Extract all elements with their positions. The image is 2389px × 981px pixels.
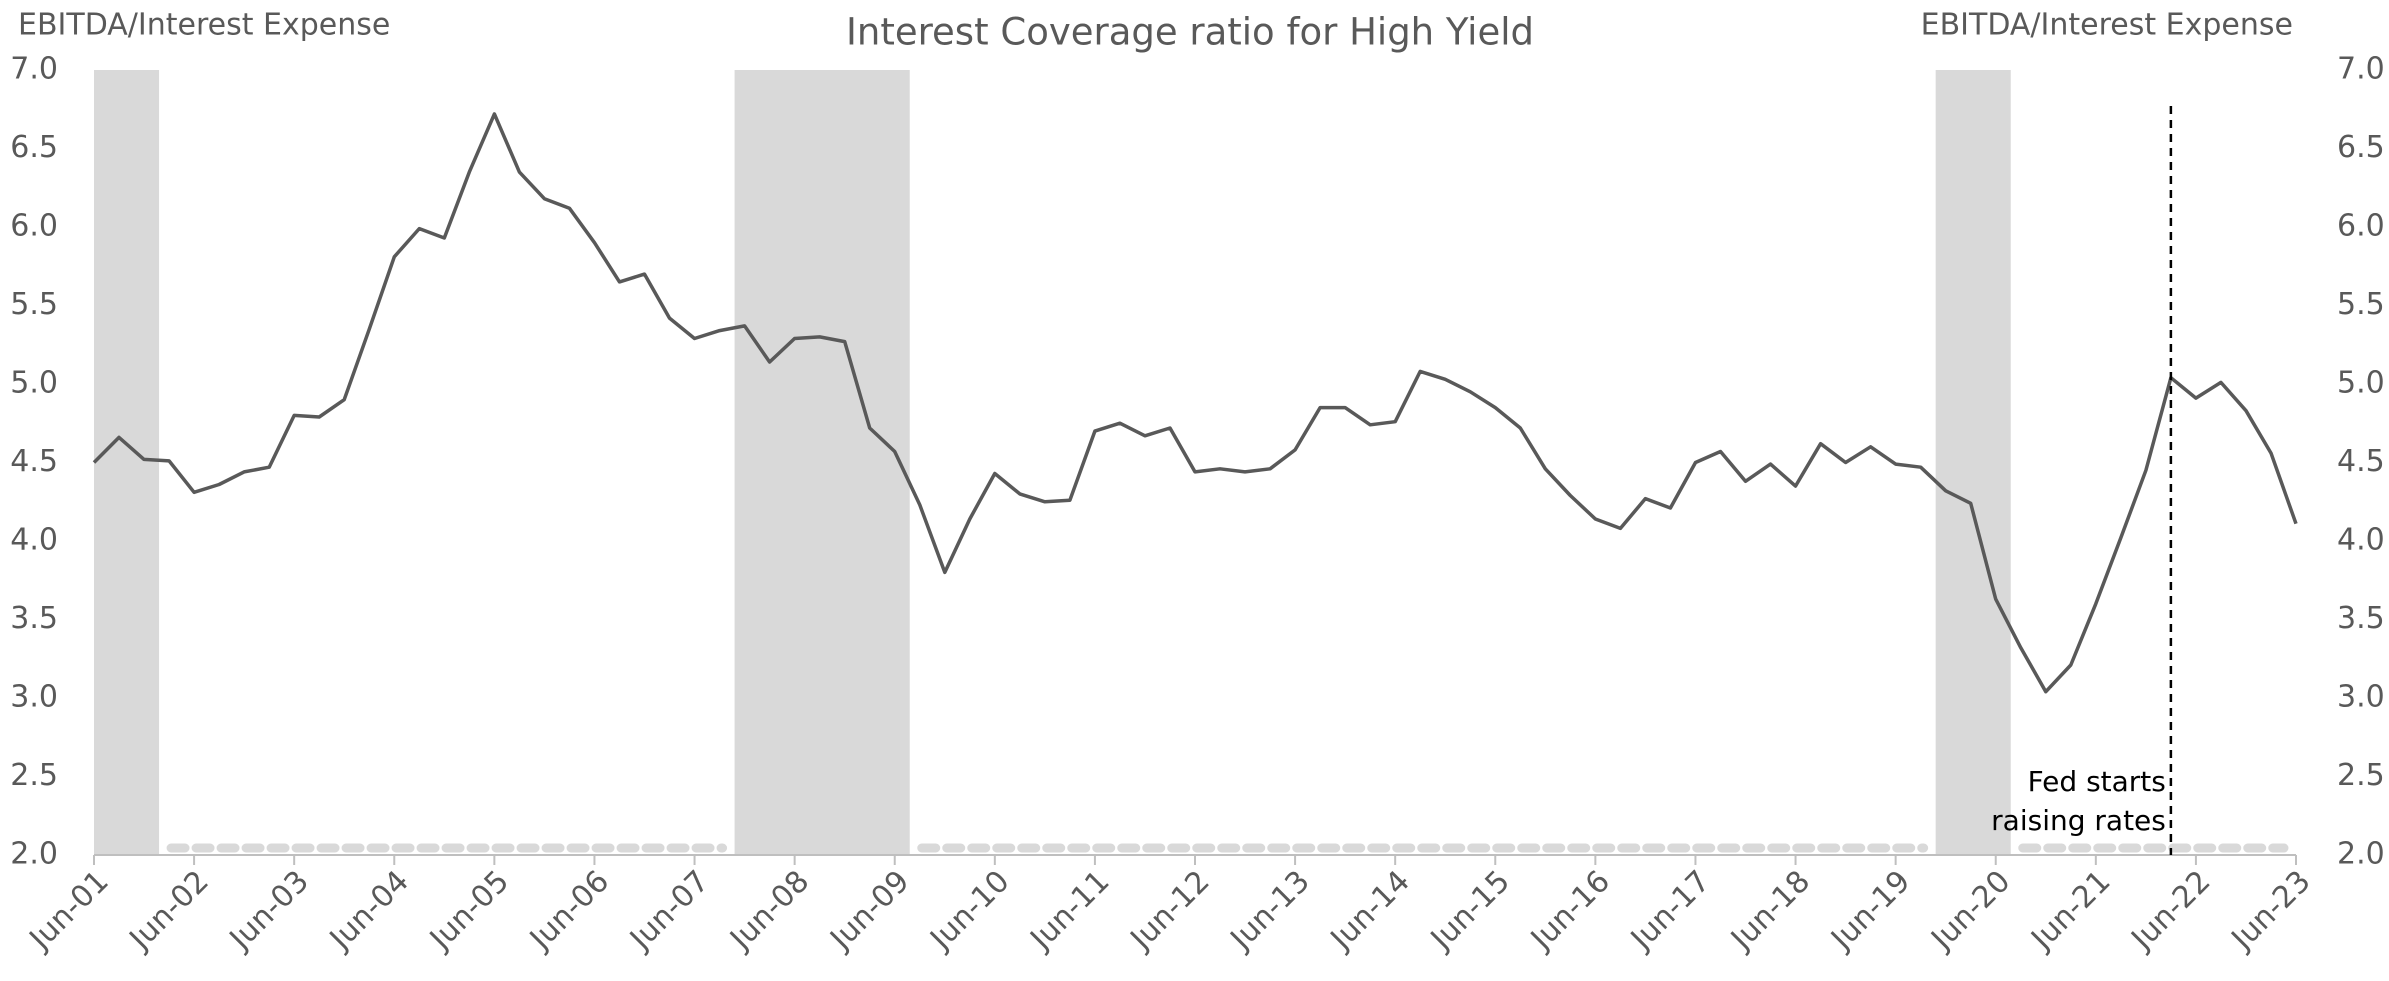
y2-tick-label: 4.0 [2337, 523, 2385, 558]
x-tick-label: Jun-23 [2224, 864, 2318, 958]
x-tick-label: Jun-21 [2024, 864, 2118, 958]
y2-tick-label: 2.0 [2337, 837, 2385, 872]
y-tick-label: 5.0 [10, 366, 58, 401]
x-tick-label: Jun-04 [322, 864, 416, 958]
x-tick-label: Jun-11 [1023, 864, 1117, 958]
x-tick-label: Jun-12 [1123, 864, 1217, 958]
recession-band [94, 70, 160, 855]
x-tick-label: Jun-01 [22, 864, 116, 958]
annotation-text: raising rates [1991, 804, 2166, 837]
x-tick-label: Jun-14 [1323, 864, 1417, 958]
y-tick-label: 6.0 [10, 209, 58, 244]
y2-tick-label: 5.5 [2337, 287, 2385, 322]
x-tick-label: Jun-05 [422, 864, 516, 958]
y-tick-label: 7.0 [10, 52, 58, 87]
y2-axis-title: EBITDA/Interest Expense [1921, 8, 2293, 43]
y2-tick-label: 3.0 [2337, 680, 2385, 715]
y-tick-label: 4.5 [10, 444, 58, 479]
x-tick-label: Jun-13 [1223, 864, 1317, 958]
y2-tick-label: 6.5 [2337, 130, 2385, 165]
annotation-text: Fed starts [2028, 765, 2166, 798]
x-tick-label: Jun-02 [122, 864, 216, 958]
y-tick-label: 3.5 [10, 601, 58, 636]
y2-tick-label: 5.0 [2337, 366, 2385, 401]
x-tick-label: Jun-22 [2124, 864, 2218, 958]
x-tick-label: Jun-03 [222, 864, 316, 958]
x-tick-label: Jun-07 [622, 864, 716, 958]
x-tick-label: Jun-08 [722, 864, 816, 958]
y-axis-title: EBITDA/Interest Expense [18, 8, 390, 43]
recession-band [1935, 70, 2011, 855]
x-tick-label: Jun-09 [822, 864, 916, 958]
x-tick-label: Jun-19 [1823, 864, 1917, 958]
y-tick-label: 6.5 [10, 130, 58, 165]
recession-band [734, 70, 910, 855]
y2-tick-label: 3.5 [2337, 601, 2385, 636]
y2-tick-label: 4.5 [2337, 444, 2385, 479]
x-tick-label: Jun-10 [923, 864, 1017, 958]
x-tick-label: Jun-17 [1623, 864, 1717, 958]
y-tick-label: 4.0 [10, 523, 58, 558]
x-tick-label: Jun-06 [522, 864, 616, 958]
y-tick-label: 5.5 [10, 287, 58, 322]
y2-tick-label: 6.0 [2337, 209, 2385, 244]
x-tick-label: Jun-20 [1923, 864, 2017, 958]
shading-layer [94, 70, 2289, 855]
y-tick-label: 2.0 [10, 837, 58, 872]
y2-tick-label: 2.5 [2337, 758, 2385, 793]
y-tick-label: 2.5 [10, 758, 58, 793]
x-tick-label: Jun-18 [1723, 864, 1817, 958]
data-line [92, 112, 2298, 694]
y2-tick-label: 7.0 [2337, 52, 2385, 87]
y-tick-label: 3.0 [10, 680, 58, 715]
x-tick-label: Jun-16 [1523, 864, 1617, 958]
x-tick-label: Jun-15 [1423, 864, 1517, 958]
chart-title: Interest Coverage ratio for High Yield [846, 11, 1534, 54]
